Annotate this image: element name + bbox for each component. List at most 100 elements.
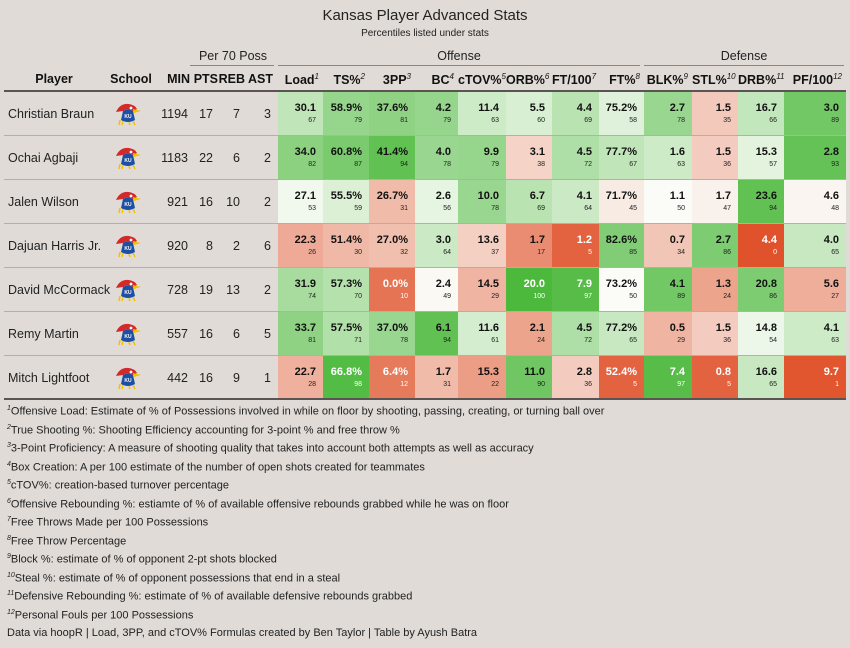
footnote-text: Free Throws Made per 100 Possessions bbox=[10, 516, 209, 529]
header-pf-100: PF/10012 bbox=[784, 72, 842, 87]
stat-percentile: 78 bbox=[677, 117, 685, 124]
header-orb--text: ORB% bbox=[506, 73, 545, 88]
stat-value: 2.1 bbox=[529, 322, 545, 334]
header-ast: AST bbox=[245, 72, 273, 86]
header-blk--text: BLK% bbox=[646, 73, 684, 88]
footnote-number: 8 bbox=[7, 534, 11, 542]
footnote-number: 9 bbox=[7, 553, 11, 560]
footnote-text: Offensive Load: Estimate of % of Possess… bbox=[10, 405, 605, 418]
footnote-number: 7 bbox=[7, 516, 11, 523]
footnote: 9Block %: estimate of % of opponent 2-pt… bbox=[7, 553, 277, 566]
cell-min: 442 bbox=[167, 371, 188, 385]
stat-value: 4.6 bbox=[823, 190, 839, 202]
stat-value: 34.0 bbox=[294, 146, 316, 158]
cell-ast: 6 bbox=[264, 239, 271, 253]
stat-percentile: 65 bbox=[629, 337, 637, 344]
kansas-jayhawk-logo-icon: KU bbox=[112, 232, 142, 258]
stat-cell-orb-: 2.1 24 bbox=[506, 312, 552, 355]
stat-percentile: 63 bbox=[677, 161, 685, 168]
footnote-text: Free Throw Percentage bbox=[10, 535, 127, 548]
stat-cell-ctov-: 11.6 61 bbox=[458, 312, 506, 355]
header-ast-text: AST bbox=[248, 72, 273, 86]
stat-value: 1.7 bbox=[435, 366, 451, 378]
footnote-text: cTOV%: creation-based turnover percentag… bbox=[10, 479, 229, 492]
stat-percentile: 17 bbox=[537, 249, 545, 256]
stat-cell-ft-: 52.4% 5 bbox=[599, 356, 644, 399]
stat-value: 0.5 bbox=[669, 322, 685, 334]
stat-value: 15.3 bbox=[755, 146, 777, 158]
stat-cell-3pp: 37.6% 81 bbox=[369, 92, 415, 135]
stat-cell-ft-100: 1.2 5 bbox=[552, 224, 599, 267]
stat-value: 11.4 bbox=[478, 102, 499, 114]
cell-reb: 13 bbox=[226, 283, 240, 297]
table-title: Kansas Player Advanced Stats bbox=[322, 7, 528, 24]
stat-value: 4.1 bbox=[576, 190, 592, 202]
stat-percentile: 98 bbox=[354, 381, 362, 388]
cell-ast: 1 bbox=[264, 371, 271, 385]
header-reb: REB bbox=[218, 72, 245, 86]
svg-text:KU: KU bbox=[124, 290, 132, 296]
stat-value: 6.7 bbox=[529, 190, 545, 202]
stat-value: 6.1 bbox=[435, 322, 451, 334]
stat-value: 2.8 bbox=[576, 366, 592, 378]
stat-percentile: 59 bbox=[354, 205, 362, 212]
stat-value: 4.1 bbox=[669, 278, 685, 290]
stat-value: 0.0% bbox=[382, 278, 408, 290]
stat-value: 30.1 bbox=[294, 102, 316, 114]
kansas-jayhawk-logo-icon: KU bbox=[112, 144, 142, 170]
stat-cell-ctov-: 10.0 78 bbox=[458, 180, 506, 223]
stat-percentile: 61 bbox=[491, 337, 499, 344]
footnote: 10Steal %: estimate of % of opponent pos… bbox=[7, 572, 340, 585]
stat-value: 0.8 bbox=[715, 366, 731, 378]
header-rule bbox=[4, 90, 846, 92]
stat-percentile: 67 bbox=[629, 161, 637, 168]
stat-percentile: 79 bbox=[491, 161, 499, 168]
stat-value: 1.2 bbox=[576, 234, 592, 246]
footnote-text: Offensive Rebounding %: estiamte of % of… bbox=[10, 498, 509, 511]
stat-percentile: 63 bbox=[831, 337, 839, 344]
stat-value: 9.9 bbox=[483, 146, 499, 158]
stat-cell-orb-: 3.1 38 bbox=[506, 136, 552, 179]
stat-cell-pf-100: 4.6 48 bbox=[784, 180, 846, 223]
cell-reb: 6 bbox=[233, 151, 240, 165]
stat-percentile: 24 bbox=[537, 337, 545, 344]
stat-percentile: 81 bbox=[400, 117, 408, 124]
stat-value: 22.7 bbox=[294, 366, 316, 378]
row-divider bbox=[4, 179, 846, 180]
stat-percentile: 36 bbox=[723, 161, 731, 168]
player-name: Ochai Agbaji bbox=[8, 151, 79, 165]
stat-value: 37.0% bbox=[376, 322, 408, 334]
stat-cell-ft-: 75.2% 58 bbox=[599, 92, 644, 135]
cell-reb: 7 bbox=[233, 107, 240, 121]
cell-pts: 8 bbox=[206, 239, 213, 253]
stat-cell-blk-: 4.1 89 bbox=[644, 268, 692, 311]
header-ts--footnote-ref: 2 bbox=[360, 72, 365, 81]
table-bottom-rule bbox=[4, 398, 846, 400]
stat-cell-ft-: 77.2% 65 bbox=[599, 312, 644, 355]
kansas-jayhawk-logo-icon: KU bbox=[112, 320, 142, 346]
header-drb--footnote-ref: 11 bbox=[776, 72, 785, 81]
stat-cell-bc: 4.0 78 bbox=[415, 136, 458, 179]
stat-cell-orb-: 11.0 90 bbox=[506, 356, 552, 399]
footnote-text: Box Creation: A per 100 estimate of the … bbox=[10, 461, 425, 474]
cell-ast: 2 bbox=[264, 195, 271, 209]
footnote-number: 12 bbox=[7, 608, 15, 616]
cell-pts: 22 bbox=[199, 151, 213, 165]
header-pts-text: PTS bbox=[193, 72, 218, 86]
stat-value: 71.7% bbox=[605, 190, 637, 202]
stat-percentile: 1 bbox=[835, 381, 839, 388]
header-load: Load1 bbox=[278, 72, 319, 87]
cell-pts: 16 bbox=[199, 371, 213, 385]
stat-value: 57.3% bbox=[330, 278, 362, 290]
stat-value: 7.4 bbox=[669, 366, 685, 378]
stat-value: 1.5 bbox=[715, 146, 731, 158]
header-ctov-: cTOV%5 bbox=[458, 72, 506, 87]
cell-reb: 10 bbox=[226, 195, 240, 209]
footnote: 2True Shooting %: Shooting Efficiency ac… bbox=[7, 424, 400, 437]
stat-percentile: 37 bbox=[491, 249, 499, 256]
group-underline-defense bbox=[644, 65, 844, 66]
svg-text:KU: KU bbox=[124, 334, 132, 340]
header-min: MIN bbox=[154, 72, 190, 86]
header-bc-text: BC bbox=[431, 73, 450, 88]
